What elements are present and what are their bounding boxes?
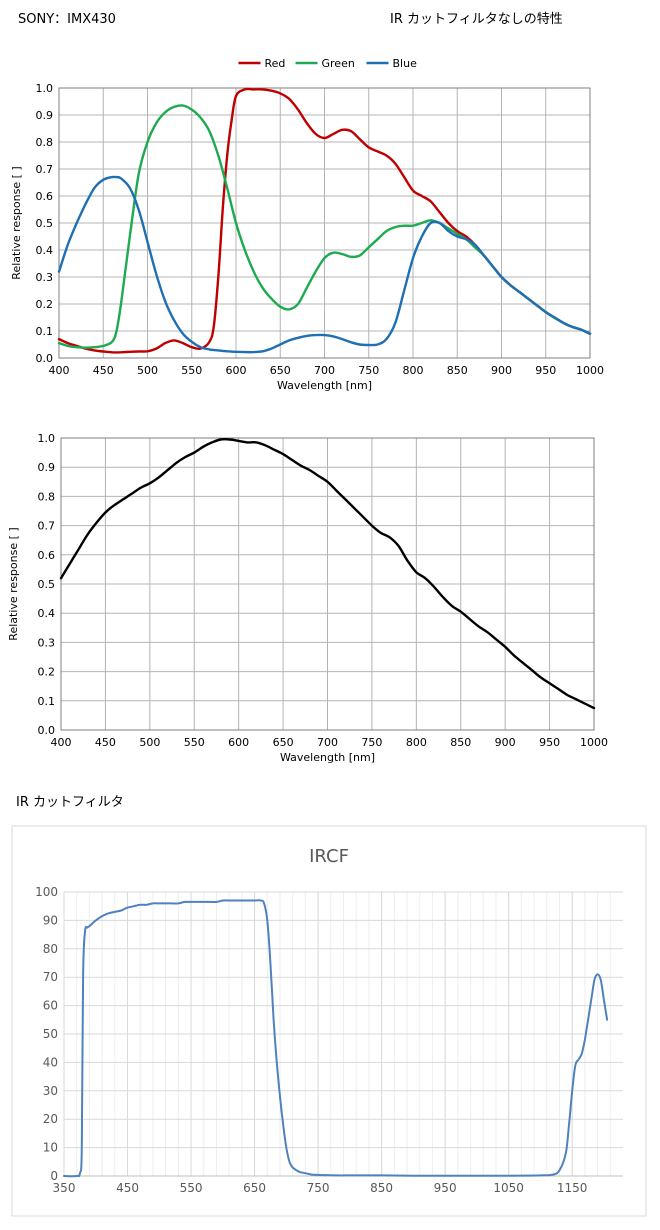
- y-tick-label: 70: [43, 970, 58, 984]
- chart-frame: [11, 825, 647, 1217]
- x-tick-label: 700: [314, 364, 335, 377]
- x-axis-label: Wavelength [nm]: [280, 751, 375, 764]
- x-axis-label: Wavelength [nm]: [277, 379, 372, 392]
- legend-label-blue: Blue: [393, 57, 418, 70]
- legend-label-red: Red: [265, 57, 286, 70]
- y-tick-label: 0.1: [38, 695, 56, 708]
- x-tick-label: 600: [226, 364, 247, 377]
- x-tick-label: 800: [406, 736, 427, 749]
- x-tick-label: 500: [139, 736, 160, 749]
- x-tick-label: 850: [370, 1181, 393, 1195]
- y-tick-label: 100: [35, 885, 58, 899]
- x-tick-label: 400: [51, 736, 72, 749]
- x-tick-label: 1000: [576, 364, 604, 377]
- x-tick-label: 950: [539, 736, 560, 749]
- y-tick-label: 20: [43, 1112, 58, 1126]
- y-tick-label: 0.5: [38, 578, 56, 591]
- section-title-ir-cut-filter: IR カットフィルタ: [16, 795, 124, 810]
- mono-spectral-response-chart: 0.0 0.1 0.2 0.3 0.4 0.5 0.6 0.7 0.8 0.9 1.0 400 450 5…: [7, 432, 608, 764]
- y-tick-label: 0.2: [38, 666, 56, 679]
- x-tick-label: 350: [53, 1181, 76, 1195]
- x-tick-label: 950: [434, 1181, 457, 1195]
- y-tick-label: 0.7: [36, 163, 54, 176]
- x-tick-label: 650: [243, 1181, 266, 1195]
- y-tick-label: 0.5: [36, 217, 54, 230]
- plot-area-border: [60, 437, 595, 731]
- y-tick-label: 0.8: [38, 490, 56, 503]
- y-tick-label: 0.1: [36, 325, 54, 338]
- x-tick-label: 750: [361, 736, 382, 749]
- x-tick-label: 400: [49, 364, 70, 377]
- y-tick-label: 0: [50, 1169, 58, 1183]
- x-tick-label: 900: [491, 364, 512, 377]
- x-tick-label: 500: [137, 364, 158, 377]
- y-tick-label: 0.7: [38, 520, 56, 533]
- x-tick-label: 850: [450, 736, 471, 749]
- y-tick-label: 40: [43, 1055, 58, 1069]
- x-tick-label: 450: [93, 364, 114, 377]
- y-tick-label: 60: [43, 999, 58, 1013]
- series-line-chart2: [59, 438, 596, 710]
- y-tick-label: 50: [43, 1027, 58, 1041]
- y-tick-label: 0.2: [36, 298, 54, 311]
- y-tick-label: 90: [43, 913, 58, 927]
- y-tick-label: 0.6: [36, 190, 54, 203]
- plot-area-border: [58, 87, 591, 359]
- y-axis-label: Relative response [ ]: [7, 527, 20, 640]
- y-tick-label: 10: [43, 1141, 58, 1155]
- y-tick-label: 0.0: [38, 724, 56, 737]
- y-tick-label: 0.9: [36, 109, 54, 122]
- series-line-chart3: [63, 899, 609, 1178]
- x-tick-label: 550: [181, 364, 202, 377]
- x-tick-label: 650: [273, 736, 294, 749]
- x-tick-label: 450: [116, 1181, 139, 1195]
- y-tick-label: 80: [43, 942, 58, 956]
- rgb-spectral-response-chart: 0.0 0.1 0.2 0.3 0.4 0.5 0.6 0.7 0.8 0.9 1.0 400 450 5…: [10, 57, 604, 392]
- x-tick-label: 550: [184, 736, 205, 749]
- x-tick-label: 750: [307, 1181, 330, 1195]
- chart-title: IRCF: [309, 846, 349, 867]
- y-tick-label: 0.3: [38, 636, 56, 649]
- x-tick-label: 1050: [493, 1181, 524, 1195]
- section-title-no-ir-filter: IR カットフィルタなしの特性: [390, 12, 563, 27]
- y-tick-label: 0.8: [36, 136, 54, 149]
- x-tick-label: 800: [403, 364, 424, 377]
- y-axis-label: Relative response [ ]: [10, 166, 23, 279]
- y-tick-label: 0.4: [36, 244, 54, 257]
- x-tick-label: 950: [535, 364, 556, 377]
- x-tick-label: 1000: [580, 736, 608, 749]
- y-tick-label: 0.9: [38, 461, 56, 474]
- x-tick-label: 450: [95, 736, 116, 749]
- x-tick-label: 700: [317, 736, 338, 749]
- y-tick-label: 0.3: [36, 271, 54, 284]
- x-tick-label: 600: [228, 736, 249, 749]
- x-tick-label: 850: [447, 364, 468, 377]
- y-tick-label: 0.4: [38, 607, 56, 620]
- sensor-model-label: SONY：IMX430: [18, 12, 116, 27]
- series-line-blue: [57, 175, 592, 354]
- y-tick-label: 1.0: [36, 82, 54, 95]
- y-tick-label: 0.6: [38, 549, 56, 562]
- y-tick-label: 0.0: [36, 352, 54, 365]
- y-tick-label: 30: [43, 1084, 58, 1098]
- x-tick-label: 1150: [557, 1181, 588, 1195]
- x-tick-label: 750: [358, 364, 379, 377]
- x-tick-label: 550: [180, 1181, 203, 1195]
- y-tick-label: 1.0: [38, 432, 56, 445]
- x-tick-label: 650: [270, 364, 291, 377]
- legend-label-green: Green: [322, 57, 355, 70]
- x-tick-label: 900: [495, 736, 516, 749]
